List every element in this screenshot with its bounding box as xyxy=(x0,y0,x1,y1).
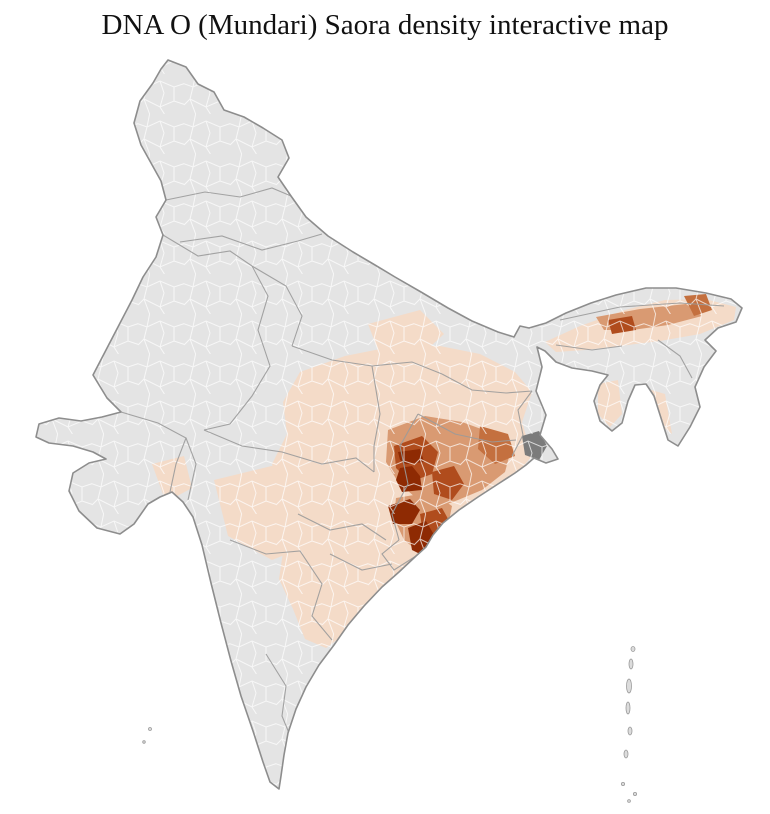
island[interactable] xyxy=(627,726,633,736)
island[interactable] xyxy=(623,749,629,759)
island[interactable] xyxy=(627,799,631,804)
island[interactable] xyxy=(630,646,636,653)
map-title: DNA O (Mundari) Saora density interactiv… xyxy=(101,9,669,41)
island[interactable] xyxy=(148,727,152,732)
island[interactable] xyxy=(628,658,634,670)
island[interactable] xyxy=(621,782,626,787)
island[interactable] xyxy=(633,792,638,797)
india-map[interactable] xyxy=(0,44,770,808)
island[interactable] xyxy=(625,701,631,715)
india-choropleth-svg xyxy=(35,59,743,804)
island[interactable] xyxy=(626,678,632,694)
andaman-nicobar-islands[interactable] xyxy=(621,646,638,804)
island[interactable] xyxy=(142,740,146,745)
lakshadweep-islands[interactable] xyxy=(142,727,152,745)
